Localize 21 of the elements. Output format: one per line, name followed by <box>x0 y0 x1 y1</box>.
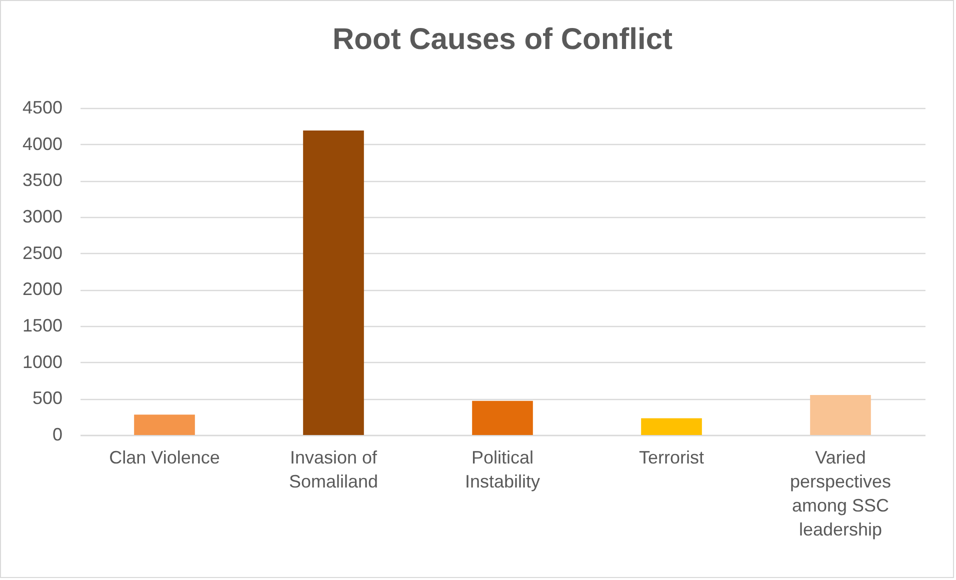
x-tick-label: Varied perspectives among SSC leadership <box>790 448 892 540</box>
x-tick-label: Clan Violence <box>109 448 220 468</box>
x-tick-label: Terrorist <box>638 448 704 468</box>
y-tick-label: 2500 <box>22 242 62 263</box>
bar <box>472 400 533 435</box>
y-tick-label: 500 <box>32 388 62 408</box>
bar <box>134 414 195 435</box>
bar <box>303 130 364 435</box>
chart-title: Root Causes of Conflict <box>332 23 673 56</box>
bar <box>810 395 871 435</box>
y-tick-label: 4500 <box>22 98 62 118</box>
x-tick-label: Political Instability <box>464 448 540 492</box>
x-tick-label: Invasion of Somaliland <box>288 448 378 492</box>
bar <box>641 418 702 435</box>
y-tick-label: 1000 <box>22 352 62 372</box>
y-tick-label: 0 <box>52 424 62 444</box>
y-tick-label: 3500 <box>22 170 62 190</box>
y-tick-label: 3000 <box>22 206 62 226</box>
y-tick-label: 2000 <box>22 279 62 300</box>
y-tick-label: 1500 <box>22 316 62 336</box>
y-tick-label: 4000 <box>22 134 62 154</box>
